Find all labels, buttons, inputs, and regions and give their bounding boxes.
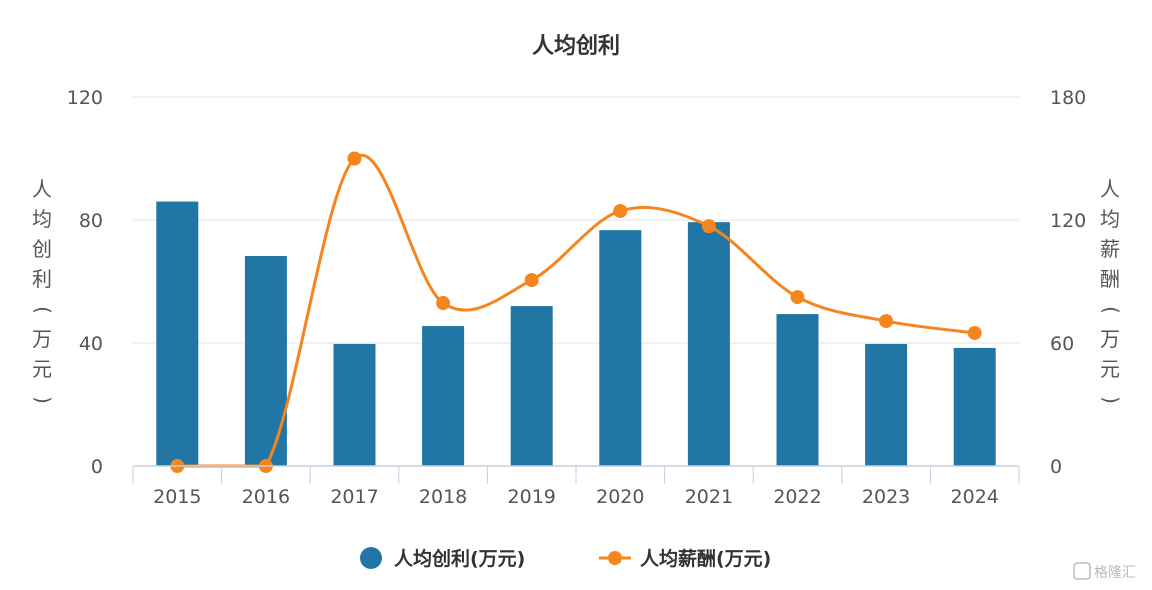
x-tick-label: 2020 <box>596 486 644 508</box>
bar <box>422 326 465 466</box>
axis-title-char: 利 <box>32 267 52 291</box>
x-tick-label: 2022 <box>773 486 821 508</box>
axis-title-char: 万 <box>32 327 52 351</box>
right-tick-label: 0 <box>1050 456 1062 478</box>
watermark: 格隆汇 <box>1073 562 1136 581</box>
bar <box>599 230 642 466</box>
line-point <box>790 290 805 305</box>
watermark-text: 格隆汇 <box>1094 565 1136 581</box>
right-tick-label: 120 <box>1050 210 1086 232</box>
axis-title-char: 万 <box>1100 327 1120 351</box>
axis-title-char: 均 <box>32 207 52 231</box>
x-tick-label: 2023 <box>862 486 910 508</box>
axis-title-char: ) <box>31 396 55 404</box>
axis-title-char: 人 <box>32 177 52 201</box>
legend-line-dot <box>608 551 622 565</box>
line-point <box>436 296 451 311</box>
x-tick-label: 2016 <box>242 486 290 508</box>
left-tick-label: 80 <box>79 210 103 232</box>
left-tick-label: 40 <box>79 333 103 355</box>
x-tick-label: 2019 <box>508 486 556 508</box>
axis-title-char: 人 <box>1100 177 1120 201</box>
chart-title: 人均创利 <box>532 33 620 59</box>
axis-title-char: ( <box>31 306 55 314</box>
axis-title-char: 元 <box>1100 357 1120 381</box>
legend: 人均创利(万元) 人均薪酬(万元) <box>360 547 771 570</box>
line-series <box>170 151 982 473</box>
axis-title-char: 创 <box>32 237 52 261</box>
axis-title-char: ) <box>1099 396 1123 404</box>
left-tick-label: 120 <box>67 87 103 109</box>
bar-series <box>156 201 996 467</box>
x-axis: 2015 2016 2017 2018 2019 2020 2021 2022 2023 2024 <box>132 465 1020 508</box>
x-tick-label: 2017 <box>330 486 378 508</box>
axis-title-char: 元 <box>32 357 52 381</box>
line-point <box>967 325 982 340</box>
right-tick-label: 60 <box>1050 333 1074 355</box>
axis-title-char: 薪 <box>1100 237 1120 261</box>
bar <box>244 255 287 466</box>
x-tick-label: 2015 <box>153 486 201 508</box>
legend-bar-label[interactable]: 人均创利(万元) <box>394 547 525 570</box>
watermark-logo-icon <box>1073 562 1091 580</box>
line-point <box>613 203 628 218</box>
right-tick-label: 180 <box>1050 87 1086 109</box>
axis-title-char: ( <box>1099 306 1123 314</box>
x-tick-label: 2024 <box>951 486 999 508</box>
left-tick-label: 0 <box>91 456 103 478</box>
bar <box>687 222 730 466</box>
line-point <box>524 273 539 288</box>
bar <box>333 343 376 466</box>
bar <box>510 306 553 466</box>
bar <box>953 347 996 466</box>
bar <box>865 343 908 466</box>
salary-line <box>177 153 975 468</box>
x-tick-label: 2021 <box>685 486 733 508</box>
bar <box>776 314 819 466</box>
left-axis-title: 人均创利 ( 万元) <box>31 177 55 404</box>
legend-bar-marker <box>360 547 382 569</box>
right-axis-title: 人均薪酬 ( 万元) <box>1099 177 1123 404</box>
line-point <box>347 151 362 166</box>
axis-title-char: 均 <box>1100 207 1120 231</box>
line-point <box>879 314 894 329</box>
line-point <box>701 219 716 234</box>
legend-line-label[interactable]: 人均薪酬(万元) <box>640 547 771 570</box>
left-axis: 0 40 80 120 <box>67 87 103 478</box>
bar <box>156 201 199 467</box>
axis-title-char: 酬 <box>1100 267 1120 291</box>
right-axis: 0 60 120 180 <box>1050 87 1086 478</box>
x-tick-label: 2018 <box>419 486 467 508</box>
